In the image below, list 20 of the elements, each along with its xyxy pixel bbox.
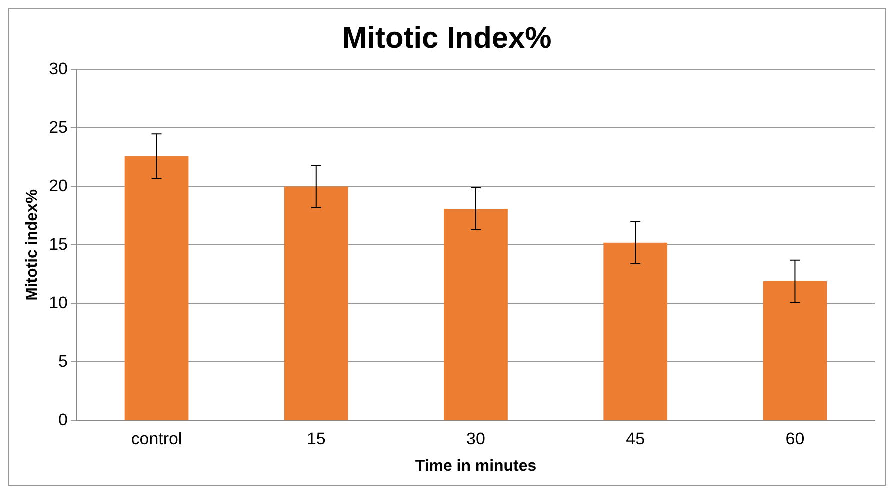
x-tick-label: 60 bbox=[786, 429, 805, 448]
x-tick-label: 45 bbox=[626, 429, 646, 448]
y-tick-label: 25 bbox=[49, 118, 68, 137]
x-axis-title: Time in minutes bbox=[415, 458, 537, 475]
bar bbox=[444, 208, 508, 420]
y-tick-label: 0 bbox=[58, 410, 68, 430]
y-tick-label: 20 bbox=[49, 176, 68, 196]
bar bbox=[604, 242, 668, 420]
y-axis-title: Mitotic index% bbox=[24, 189, 41, 301]
x-tick-label: 15 bbox=[306, 429, 326, 448]
bar bbox=[284, 186, 348, 420]
bar bbox=[763, 281, 828, 420]
x-tick-label: 30 bbox=[466, 429, 486, 448]
y-tick-label: 15 bbox=[49, 234, 68, 254]
y-tick-label: 30 bbox=[49, 59, 68, 78]
x-tick-label: control bbox=[131, 429, 182, 448]
chart-title: Mitotic Index% bbox=[342, 22, 552, 56]
y-tick-label: 10 bbox=[49, 293, 68, 312]
y-tick-label: 5 bbox=[58, 352, 68, 371]
bar bbox=[124, 156, 189, 420]
